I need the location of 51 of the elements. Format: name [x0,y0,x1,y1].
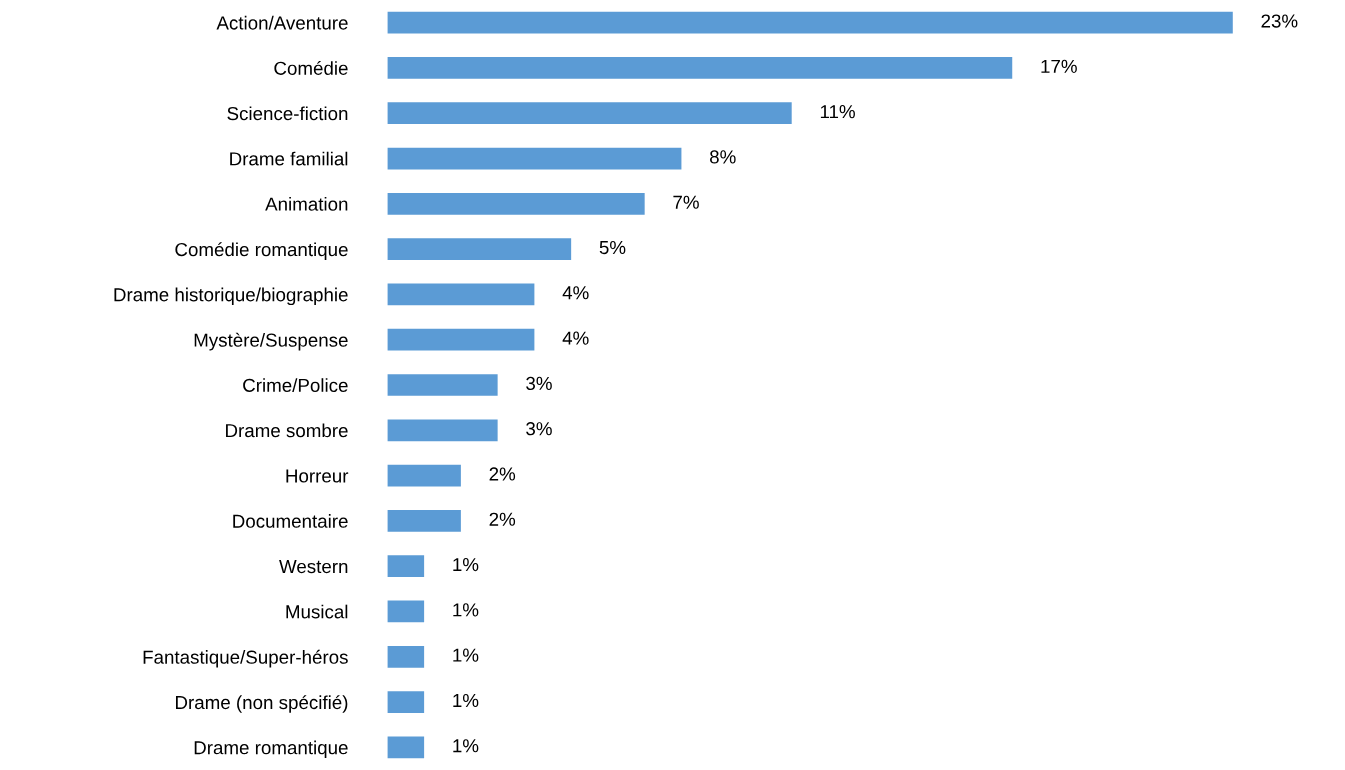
y-tick-label: Comédie romantique [175,242,348,260]
data-label: 1% [453,603,479,617]
bar [387,555,425,578]
data-label: 3% [526,376,552,391]
bar [387,57,1013,79]
data-label: 1% [453,693,479,708]
data-label: 3% [526,422,552,436]
bar [387,147,682,170]
bar [387,192,645,215]
y-tick-label: Drame historique/biographie [114,287,348,306]
y-tick-label: Drame familial [230,151,348,166]
data-label: 5% [599,240,626,255]
bar [387,736,425,759]
data-label: 2% [489,512,516,526]
bar [387,464,461,487]
data-label: 4% [562,331,589,345]
bar [387,238,572,260]
y-tick-label: Crime/Police [243,378,348,392]
data-label: 8% [710,150,736,164]
data-label: 17% [1041,59,1077,73]
y-tick-label: Action/Aventure [216,15,348,30]
bar [387,510,461,532]
bar [387,645,425,668]
data-label: 1% [453,739,479,753]
bar [387,691,425,713]
y-tick-label: Musical [286,604,348,619]
y-tick-label: Documentaire [233,514,348,528]
y-tick-label: Western [279,560,348,574]
y-tick-label: Fantastique/Super-héros [143,649,348,668]
data-label: 4% [562,286,589,300]
bar [387,328,535,351]
data-label: 1% [453,558,479,572]
data-label: 2% [489,467,516,481]
y-tick-label: Drame sombre [226,423,348,438]
bar [387,600,425,623]
y-tick-label: Mystère/Suspense [194,332,348,351]
y-tick-label: Animation [265,197,348,211]
bar [387,419,498,442]
data-label: 11% [820,105,855,119]
data-label: 1% [453,648,479,662]
bar [387,11,1233,34]
bar [387,374,498,396]
data-label: 7% [673,195,699,209]
bar [387,283,535,306]
y-tick-label: Comédie [274,60,348,75]
data-label: 23% [1261,14,1298,28]
y-tick-label: Drame (non spécifié) [176,695,348,713]
y-tick-label: Drame romantique [194,740,348,759]
y-tick-label: Science-fiction [227,106,348,121]
bar [387,102,792,125]
y-tick-label: Horreur [286,469,349,483]
